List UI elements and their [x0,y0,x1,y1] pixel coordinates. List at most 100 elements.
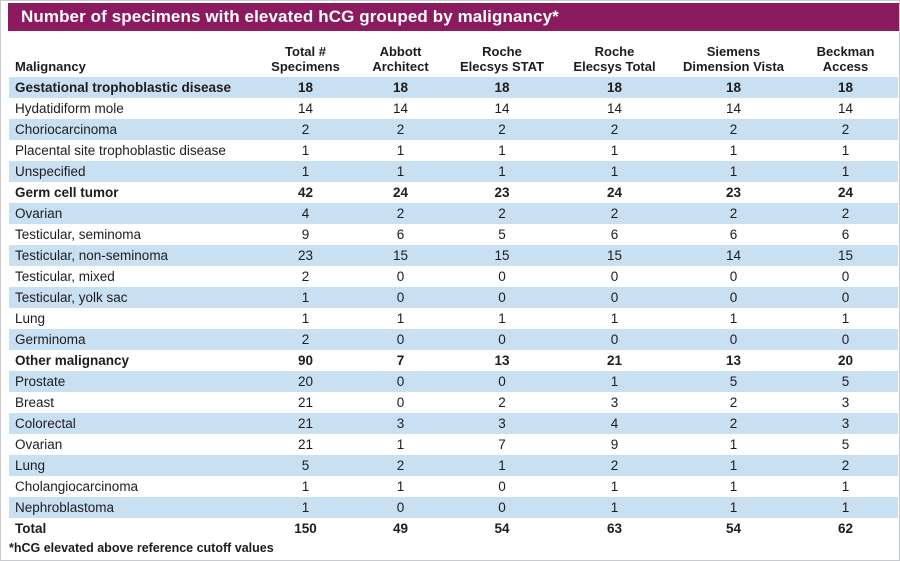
cell-value: 21 [297,437,314,452]
cell-value: 14 [725,101,742,116]
row-label: Placental site trophoblastic disease [15,143,226,158]
cell-value: 21 [259,413,352,434]
cell-value: 0 [449,287,555,308]
cell-value: 90 [297,353,314,368]
cell-value: 1 [555,497,674,518]
cell-value: 23 [259,245,352,266]
cell-value: 6 [610,227,619,242]
row-label: Testicular, mixed [15,269,115,284]
table-row: Other malignancy 90 7 13 21 13 20 [9,350,898,371]
row-label: Total [15,521,47,536]
cell-value: 20 [259,371,352,392]
cell-value: 63 [606,521,623,536]
cell-value: 1 [610,311,619,326]
table-row: Placental site trophoblastic disease 1 1 1 1… [9,140,898,161]
cell-value: 2 [555,119,674,140]
cell-value: 1 [729,437,738,452]
cell-value: 1 [610,479,619,494]
cell-value: 1 [301,479,310,494]
row-label: Testicular, seminoma [15,227,142,242]
cell-value: 6 [729,227,738,242]
column-header-line2: Specimens [271,59,340,74]
row-label: Other malignancy [15,353,130,368]
cell-value: 14 [494,101,510,116]
cell-value: 1 [729,479,738,494]
cell-value: 1 [498,143,506,158]
cell-value: 1 [449,455,555,476]
row-label: Nephroblastoma [9,497,259,518]
cell-value: 5 [674,371,793,392]
cell-value: 42 [297,185,314,200]
cell-value: 0 [352,287,449,308]
cell-value: 0 [449,329,555,350]
cell-value: 2 [793,455,898,476]
cell-value: 0 [449,497,555,518]
cell-value: 2 [498,395,506,410]
cell-value: 62 [837,521,854,536]
row-label: Germinoma [9,329,259,350]
cell-value: 0 [352,497,449,518]
cell-value: 1 [555,371,674,392]
cell-value: 7 [396,353,405,368]
table-row: Cholangiocarcinoma 1 1 0 1 1 1 [9,476,898,497]
row-label: Colorectal [9,413,259,434]
cell-value: 1 [352,161,449,182]
cell-value: 1 [841,311,850,326]
cell-value: 20 [837,353,854,368]
cell-value: 5 [793,371,898,392]
cell-value: 14 [392,101,409,116]
cell-value: 15 [793,245,898,266]
cell-value: 1 [259,497,352,518]
cell-value: 23 [494,185,510,200]
cell-value: 0 [449,371,555,392]
cell-value: 14 [674,245,793,266]
cell-value: 14 [606,101,623,116]
table-row: Gestational trophoblastic disease 18 18 18 1… [9,77,898,98]
cell-value: 3 [610,395,619,410]
cell-value: 2 [555,203,674,224]
cell-value: 18 [555,77,674,98]
cell-value: 2 [352,203,449,224]
table-row: Testicular, non-seminoma 23 15 15 15 14 15 [9,245,898,266]
cell-value: 2 [793,119,898,140]
cell-value: 0 [841,269,850,284]
cell-value: 3 [449,413,555,434]
cell-value: 15 [449,245,555,266]
cell-value: 18 [674,77,793,98]
row-label: Breast [15,395,55,410]
cell-value: 18 [793,77,898,98]
cell-value: 4 [555,413,674,434]
specimens-table: Malignancy Total # Specimens Abbott Archite… [9,31,898,539]
cell-value: 2 [555,455,674,476]
cell-value: 1 [555,161,674,182]
cell-value: 18 [259,77,352,98]
cell-value: 3 [352,413,449,434]
row-label: Testicular, yolk sac [9,287,259,308]
cell-value: 0 [610,269,619,284]
cell-value: 13 [725,353,742,368]
column-header-line2: Elecsys STAT [459,59,545,74]
table-row: Germinoma 2 0 0 0 0 0 [9,329,898,350]
cell-value: 1 [396,143,405,158]
cell-value: 0 [555,329,674,350]
column-header: Siemens Dimension Vista [674,31,793,77]
header-row: Malignancy Total # Specimens Abbott Archite… [9,31,898,77]
cell-value: 0 [396,395,405,410]
cell-value: 2 [729,395,738,410]
cell-value: 1 [396,311,405,326]
cell-value: 15 [555,245,674,266]
table-row: Lung 1 1 1 1 1 1 [9,308,898,329]
table-row: Breast 21 0 2 3 2 3 [9,392,898,413]
column-header-line2: Architect [372,59,429,74]
cell-value: 2 [449,203,555,224]
row-label: Lung [9,455,259,476]
table-row: Testicular, seminoma 9 6 5 6 6 6 [9,224,898,245]
cell-value: 1 [793,497,898,518]
table-row: Ovarian 21 1 7 9 1 5 [9,434,898,455]
cell-value: 1 [674,455,793,476]
column-header-line1: Roche [482,44,522,59]
table-row: Total 150 49 54 63 54 62 [9,518,898,539]
cell-value: 24 [606,185,623,200]
row-label: Gestational trophoblastic disease [9,77,259,98]
cell-value: 0 [352,371,449,392]
